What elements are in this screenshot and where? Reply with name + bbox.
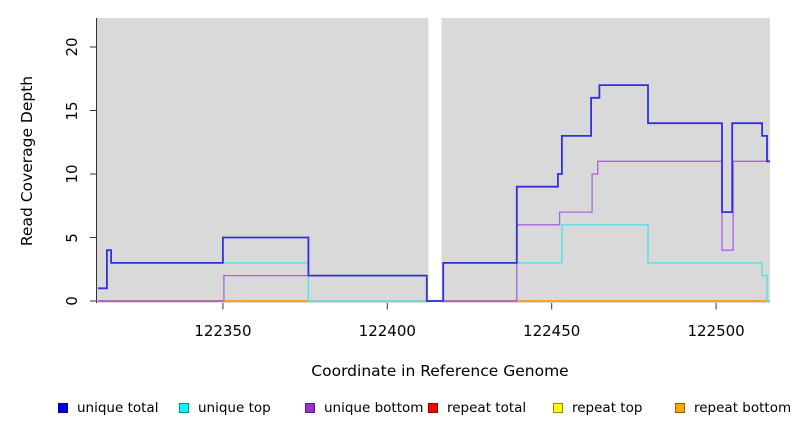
legend-item-repeat-bottom: repeat bottom (675, 400, 792, 416)
y-axis-title: Read Coverage Depth (18, 75, 36, 247)
x-tick-label: 122400 (358, 322, 416, 340)
x-tick-label: 122500 (687, 322, 745, 340)
legend-label: repeat bottom (694, 400, 792, 416)
y-tick-label: 10 (63, 164, 81, 184)
legend-item-unique-top: unique top (179, 400, 271, 416)
legend-label: repeat total (447, 400, 527, 416)
legend-swatch-repeat-top (553, 403, 563, 413)
y-tick-label: 5 (63, 232, 81, 243)
legend-label: unique bottom (324, 400, 424, 416)
legend-item-unique-total: unique total (58, 400, 159, 416)
legend-label: repeat top (572, 400, 643, 416)
x-tick-label: 122350 (194, 322, 252, 340)
legend-label: unique top (198, 400, 271, 416)
series-line-unique-total (98, 84, 770, 302)
x-axis-title: Coordinate in Reference Genome (311, 362, 569, 380)
legend-swatch-unique-total (58, 403, 68, 413)
legend-item-repeat-top: repeat top (553, 400, 643, 416)
legend-label: unique total (77, 400, 159, 416)
legend-swatch-unique-top (179, 403, 189, 413)
legend-swatch-repeat-total (428, 403, 438, 413)
y-tick-label: 15 (63, 100, 81, 121)
y-tick-label: 0 (63, 296, 81, 306)
legend-swatch-unique-bottom (305, 403, 315, 413)
legend-item-unique-bottom: unique bottom (305, 400, 424, 416)
legend-swatch-repeat-bottom (675, 403, 685, 413)
legend-item-repeat-total: repeat total (428, 400, 527, 416)
y-tick-label: 20 (63, 37, 81, 57)
x-tick-label: 122450 (523, 322, 581, 340)
no-data-gap (428, 18, 442, 303)
